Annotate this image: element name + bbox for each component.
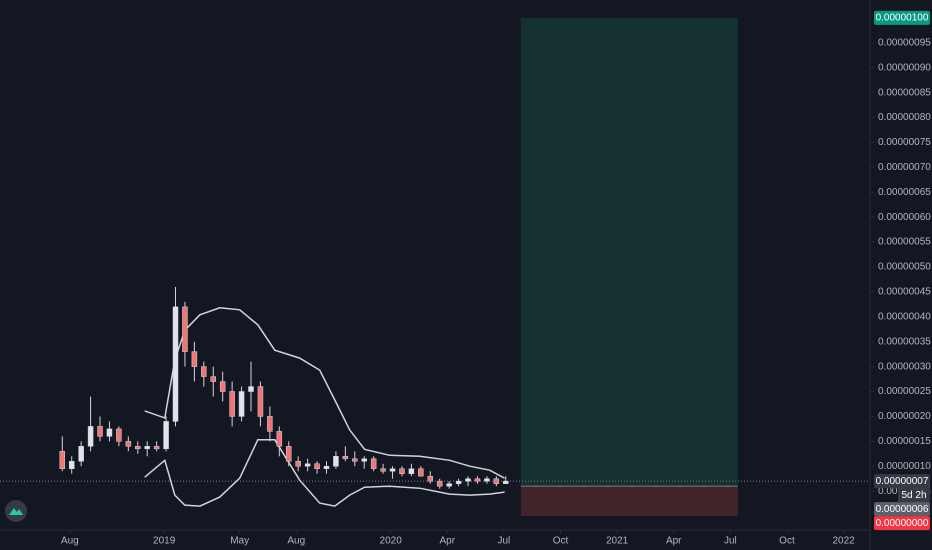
y-tick-label: 0.00000070	[878, 162, 931, 173]
candle-body	[352, 458, 358, 462]
candle-body	[116, 428, 122, 442]
candle-body	[153, 446, 160, 450]
countdown-label: 5d 2h	[901, 490, 926, 501]
y-tick-label: 0.00000050	[878, 262, 931, 273]
candle-body	[248, 386, 254, 392]
candle-body	[436, 480, 443, 487]
y-tick-label: 0.00000060	[878, 212, 931, 223]
y-tick-label: 0.00000055	[878, 237, 931, 248]
candle-body	[191, 351, 198, 367]
y-tick-label: 0.00000040	[878, 311, 931, 322]
loss-zone	[520, 486, 738, 517]
candle-body	[135, 446, 141, 450]
x-tick-label: Apr	[439, 536, 455, 547]
y-tick-label: 0.00000090	[878, 62, 931, 73]
candle-body	[59, 451, 66, 469]
candle-body	[493, 478, 500, 484]
candle-body	[285, 446, 292, 462]
candle-body	[182, 306, 188, 352]
x-tick-label: 2020	[380, 536, 403, 547]
countdown-badge	[898, 488, 930, 503]
candle-body	[276, 431, 283, 447]
y-tick-label: 0.00000085	[878, 87, 931, 98]
y-tick-label: 0.00000095	[878, 37, 931, 48]
candle-body	[342, 456, 349, 460]
x-tick-label: May	[230, 536, 249, 547]
candle-body	[408, 468, 415, 474]
x-tick-label: Apr	[666, 536, 682, 547]
candle-body	[418, 468, 424, 477]
x-tick-label: Oct	[779, 536, 795, 547]
y-tick-label: 0.00000080	[878, 112, 931, 123]
candle-body	[333, 456, 339, 467]
candle-body	[172, 306, 179, 422]
y-tick-label: 0.00000045	[878, 287, 931, 298]
y-tick-label: 0.00000075	[878, 137, 931, 148]
candle-body	[267, 416, 273, 432]
entry-badge	[874, 502, 930, 517]
target-label: 0.00000100	[876, 13, 929, 24]
candle-body	[427, 475, 434, 482]
x-tick-label: Aug	[287, 536, 305, 547]
candle-body	[455, 480, 462, 484]
candle-body	[78, 446, 84, 462]
candle-body	[238, 391, 245, 417]
logo-icon[interactable]	[9, 508, 23, 515]
x-tick-label: 2019	[153, 536, 176, 547]
y-tick-label: 0.00000010	[878, 461, 931, 472]
candle-body	[370, 458, 377, 469]
logo[interactable]	[5, 500, 27, 522]
candle-body	[503, 480, 509, 484]
x-tick-label: Oct	[553, 536, 569, 547]
y-tick-label: 0.00000065	[878, 187, 931, 198]
candle-body	[323, 465, 330, 469]
y-tick-label: 0.00000035	[878, 336, 931, 347]
candle-body	[257, 386, 264, 417]
candle-body	[87, 426, 94, 447]
stop-badge	[874, 516, 930, 531]
candle-body	[295, 461, 301, 467]
candle-body	[125, 441, 132, 447]
candle-body	[163, 421, 169, 450]
x-tick-label: Jul	[497, 536, 510, 547]
candle-body	[389, 468, 396, 472]
candle-body	[219, 381, 226, 392]
stop-label: 0.00000000	[876, 518, 929, 529]
candle-body	[399, 468, 405, 474]
target-badge	[874, 10, 930, 25]
y-tick-label: 0.00000030	[878, 361, 931, 372]
y-tick-label: 0.00000020	[878, 411, 931, 422]
candle-body	[68, 461, 75, 469]
candle-body	[201, 366, 207, 377]
y-tick-label: 0.00000015	[878, 436, 931, 447]
candle-body	[465, 478, 471, 482]
x-tick-label: Aug	[61, 536, 79, 547]
candle-body	[314, 463, 320, 469]
candle-body	[229, 391, 235, 417]
candle-body	[106, 428, 113, 437]
last-price-label: 0.00000007	[876, 476, 929, 487]
x-tick-label: 2021	[606, 536, 629, 547]
candle-body	[380, 468, 386, 472]
candle-body	[304, 463, 311, 467]
entry-label: 0.00000006	[876, 504, 929, 515]
y-tick-label: 0.00000025	[878, 386, 931, 397]
candle-body	[144, 446, 150, 450]
last-price-badge	[874, 474, 930, 489]
candle-body	[97, 426, 103, 437]
x-tick-label: Jul	[724, 536, 737, 547]
candle-body	[446, 483, 452, 487]
profit-zone	[520, 17, 738, 487]
plot	[0, 17, 870, 517]
band-lower	[144, 439, 505, 507]
candle-body	[484, 478, 490, 482]
x-tick-label: 2022	[832, 536, 855, 547]
candle-body	[210, 376, 217, 382]
candle-body	[474, 478, 481, 482]
candle-body	[361, 458, 367, 462]
